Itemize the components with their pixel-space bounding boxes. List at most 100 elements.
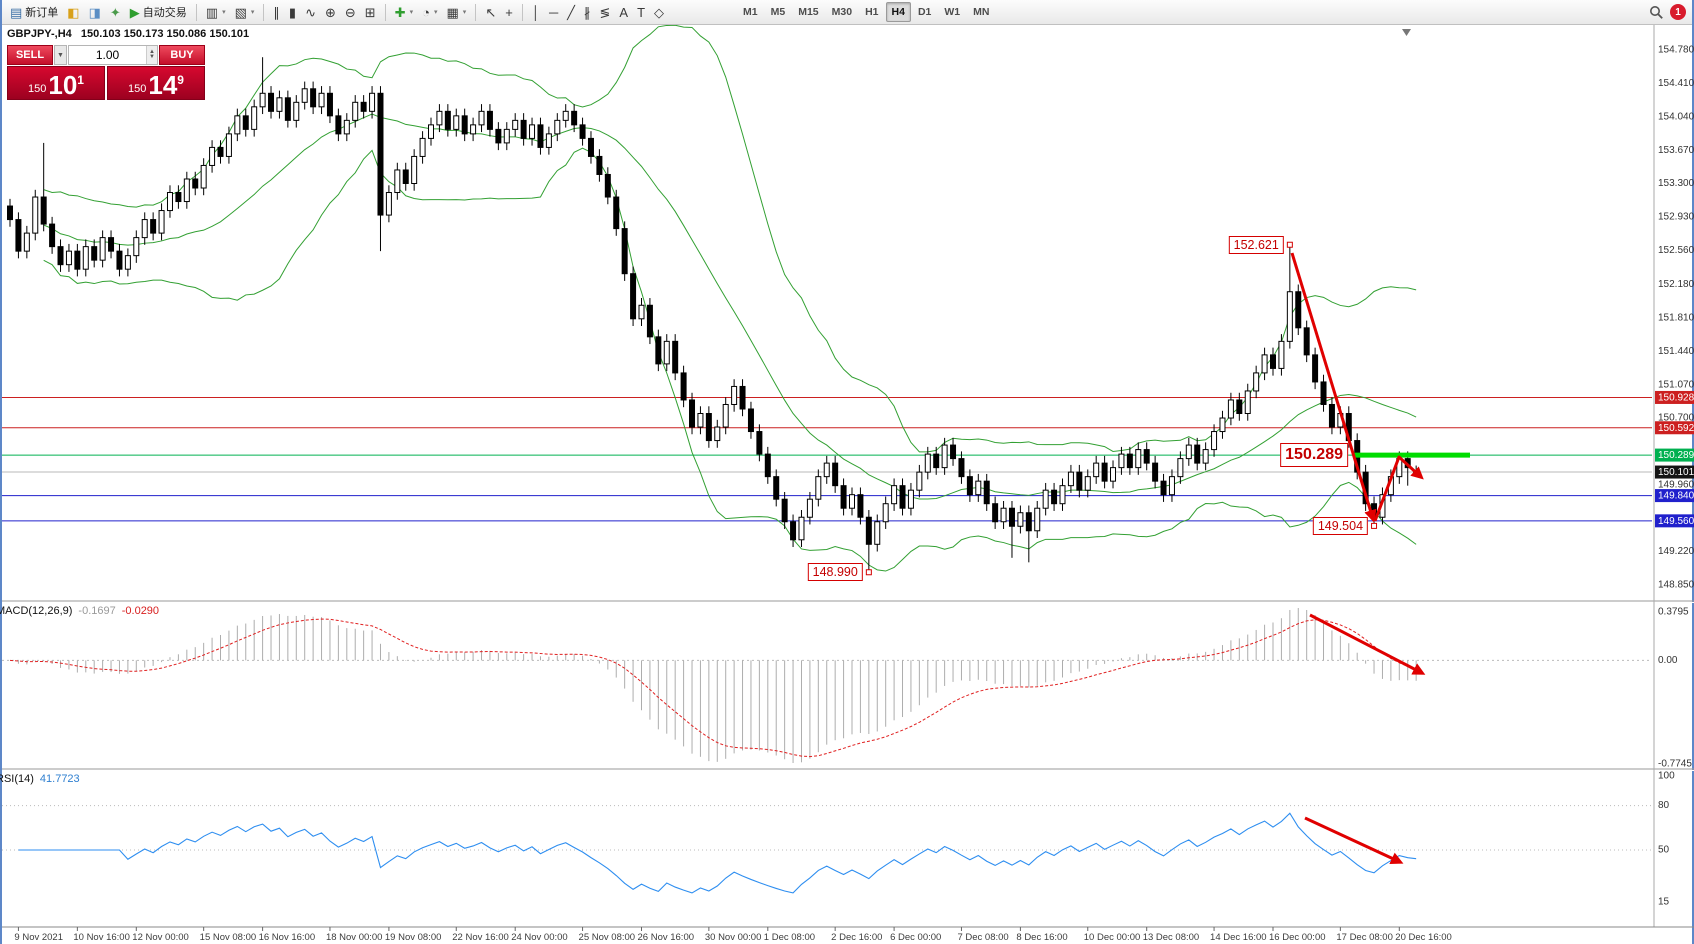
candle-body bbox=[1295, 291, 1302, 329]
price-annotation[interactable]: 149.504 bbox=[1312, 516, 1369, 535]
rsi-axis-label: 15 bbox=[1658, 896, 1670, 907]
chart-shift-marker-icon bbox=[1402, 29, 1411, 36]
buy-price-button[interactable]: 150 14 9 bbox=[107, 66, 205, 100]
annotation-anchor bbox=[865, 569, 872, 576]
line-chart-icon: ∿ bbox=[305, 4, 316, 20]
price-annotation[interactable]: 148.990 bbox=[807, 563, 863, 582]
line-chart-button[interactable]: ∿ bbox=[301, 2, 320, 23]
candle-body bbox=[225, 133, 232, 157]
sell-button[interactable]: SELL bbox=[7, 45, 53, 65]
candle-body bbox=[722, 403, 729, 428]
arrows-button[interactable]: ◇ bbox=[650, 2, 668, 23]
timeframe-m30[interactable]: M30 bbox=[831, 6, 853, 18]
sell-price-big: 10 bbox=[48, 70, 78, 100]
new-order-label: 新订单 bbox=[25, 7, 59, 19]
date-axis-label: 20 Dec 16:00 bbox=[1395, 932, 1452, 943]
volume-stepper[interactable]: ▲ ▼ bbox=[146, 46, 157, 64]
price-annotation[interactable]: 150.289 bbox=[1280, 443, 1348, 468]
candle-body bbox=[23, 232, 30, 252]
buy-button[interactable]: BUY bbox=[159, 45, 205, 65]
candle-body bbox=[1000, 507, 1007, 523]
search-icon[interactable] bbox=[1649, 5, 1664, 20]
timeframe-h1[interactable]: H1 bbox=[865, 6, 879, 18]
bar-chart-button[interactable]: ∥ bbox=[269, 2, 284, 23]
chart-workspace: 154.780 154.410 154.040 153.670 153.300 152.9… bbox=[0, 25, 1694, 944]
price-annotation[interactable]: 152.621 bbox=[1228, 235, 1284, 254]
candle-body bbox=[74, 250, 81, 270]
trendline-button[interactable]: ╱ bbox=[563, 2, 579, 23]
axis-price-label-text: 150.928 bbox=[1658, 393, 1694, 404]
candle-body bbox=[158, 210, 165, 234]
text-button[interactable]: A bbox=[615, 2, 632, 23]
candle-body bbox=[470, 124, 477, 135]
navigator-icon: ✦ bbox=[109, 4, 121, 20]
vertical-line-button[interactable]: │ bbox=[528, 2, 544, 23]
candle-body bbox=[343, 119, 350, 135]
candle-body bbox=[116, 250, 123, 270]
timeframe-m1[interactable]: M1 bbox=[743, 6, 758, 18]
candle-body bbox=[571, 110, 578, 126]
candle-body bbox=[529, 124, 536, 139]
timeframe-h4[interactable]: H4 bbox=[885, 2, 911, 22]
crosshair-button[interactable]: + bbox=[501, 2, 517, 23]
timeframe-m5[interactable]: M5 bbox=[770, 6, 786, 18]
candle-body bbox=[832, 462, 839, 487]
notifications-badge[interactable]: 1 bbox=[1670, 4, 1686, 20]
volume-dropdown-icon[interactable]: ▼ bbox=[54, 45, 67, 65]
timeframe-mn[interactable]: MN bbox=[973, 6, 990, 18]
zoom-out-button[interactable]: ⊖ bbox=[341, 2, 360, 23]
candle-body bbox=[1320, 381, 1327, 405]
candle-body bbox=[419, 137, 426, 157]
fibonacci-icon: ≶ bbox=[599, 4, 611, 20]
spin-up-icon: ▲ bbox=[149, 49, 155, 55]
horizontal-line-button[interactable]: ─ bbox=[545, 2, 562, 23]
annotation-anchor bbox=[1371, 522, 1378, 529]
candle-body bbox=[1034, 507, 1041, 532]
trend-arrow bbox=[1290, 252, 1377, 523]
indicators-button[interactable]: ✚ ▾ bbox=[391, 2, 417, 23]
zoom-out-icon: ⊖ bbox=[344, 4, 356, 20]
label-button[interactable]: T bbox=[633, 2, 649, 23]
candle-body bbox=[613, 196, 620, 230]
sell-price-button[interactable]: 150 10 1 bbox=[7, 66, 105, 100]
templates-button[interactable]: ▦ ▾ bbox=[443, 2, 471, 23]
candle-body bbox=[209, 146, 216, 166]
price-axis-tick: 149.220 bbox=[1658, 546, 1694, 557]
candle-body bbox=[369, 92, 376, 112]
profiles-button[interactable]: ▧ ▾ bbox=[231, 2, 259, 23]
autotrading-button[interactable]: ▶ 自动交易 bbox=[126, 2, 191, 23]
candle-body bbox=[318, 92, 325, 108]
candle-body bbox=[40, 196, 47, 225]
data-window-button[interactable]: ◨ bbox=[85, 2, 105, 23]
chevron-down-icon: ▾ bbox=[250, 9, 255, 16]
price-axis-tick: 151.440 bbox=[1658, 346, 1694, 357]
new-order-button[interactable]: ▤ 新订单 bbox=[6, 2, 62, 23]
zoom-in-button[interactable]: ⊕ bbox=[321, 2, 340, 23]
candle-body bbox=[293, 101, 300, 121]
volume-input[interactable] bbox=[69, 46, 146, 64]
toolbar-separator bbox=[521, 3, 523, 21]
candle-body bbox=[1067, 471, 1074, 487]
chart-canvas[interactable]: 154.780 154.410 154.040 153.670 153.300 152.9… bbox=[2, 25, 1694, 944]
candle-body bbox=[1101, 462, 1108, 482]
candle-body bbox=[781, 498, 788, 523]
periods-button[interactable]: ◔ ▾ bbox=[418, 2, 441, 23]
candle-body bbox=[192, 178, 199, 189]
tile-windows-button[interactable]: ⊞ bbox=[361, 2, 380, 23]
cursor-button[interactable]: ↖ bbox=[481, 2, 500, 23]
buy-price-prefix: 150 bbox=[128, 83, 147, 95]
candle-body bbox=[15, 219, 22, 252]
timeframe-m15[interactable]: M15 bbox=[798, 6, 819, 18]
new-chart-button[interactable]: ▥ ▾ bbox=[202, 2, 230, 23]
channel-button[interactable]: ∦ bbox=[580, 2, 595, 23]
candle-body bbox=[402, 169, 409, 184]
candle-body bbox=[579, 124, 586, 139]
rsi-axis-label: 80 bbox=[1658, 800, 1670, 811]
candle-body bbox=[453, 115, 460, 130]
timeframe-w1[interactable]: W1 bbox=[944, 6, 961, 18]
market-watch-button[interactable]: ◧ bbox=[63, 2, 83, 23]
candlestick-button[interactable]: ▮ bbox=[285, 2, 300, 23]
fibonacci-button[interactable]: ≶ bbox=[595, 2, 614, 23]
timeframe-d1[interactable]: D1 bbox=[917, 6, 932, 18]
navigator-button[interactable]: ✦ bbox=[106, 2, 125, 23]
